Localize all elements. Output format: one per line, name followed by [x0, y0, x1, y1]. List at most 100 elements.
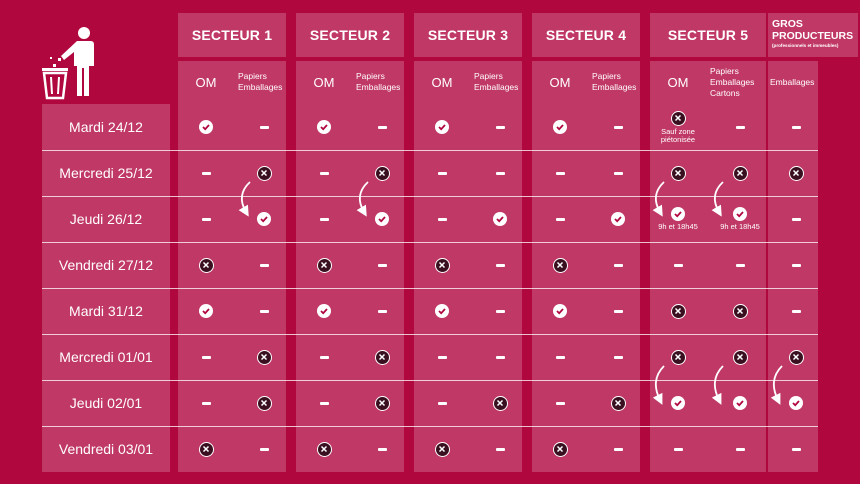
dash-icon — [613, 309, 623, 313]
schedule-cell — [472, 334, 528, 380]
x-circle-icon — [670, 349, 686, 365]
schedule-cell — [296, 104, 352, 150]
column-header-om-8: OM — [667, 74, 689, 90]
schedule-cell — [296, 380, 352, 426]
dash-icon — [673, 263, 683, 267]
schedule-cell — [532, 196, 588, 242]
check-circle-icon — [199, 304, 213, 318]
dash-icon — [437, 217, 447, 221]
schedule-cell — [414, 242, 470, 288]
check-circle-icon — [611, 212, 625, 226]
check-circle-icon — [435, 304, 449, 318]
dash-icon — [437, 401, 447, 405]
arrow-gp-b — [770, 365, 783, 405]
column-header-emballages-10: Emballages — [770, 76, 815, 87]
dash-icon — [791, 309, 801, 313]
schedule-cell — [590, 104, 646, 150]
schedule-cell — [472, 288, 528, 334]
schedule-cell — [354, 150, 410, 196]
schedule-cell — [768, 242, 824, 288]
column-header-om-2: OM — [313, 74, 335, 90]
schedule-cell — [590, 150, 646, 196]
schedule-cell — [590, 334, 646, 380]
schedule-cell — [236, 196, 292, 242]
schedule-cell — [354, 104, 410, 150]
x-circle-icon — [198, 257, 214, 273]
dash-icon — [735, 447, 745, 451]
dash-icon — [495, 125, 505, 129]
schedule-cell — [414, 150, 470, 196]
schedule-cell — [236, 426, 292, 472]
x-circle-icon — [256, 349, 272, 365]
dash-icon — [555, 171, 565, 175]
schedule-cell — [178, 380, 234, 426]
dash-icon — [791, 447, 801, 451]
x-circle-icon — [670, 165, 686, 181]
schedule-cell — [708, 104, 772, 150]
schedule-cell — [768, 380, 824, 426]
dash-icon — [495, 171, 505, 175]
arrow-s1-b — [652, 365, 665, 405]
dash-icon — [201, 171, 211, 175]
arrow-s1 — [238, 181, 251, 217]
dash-icon — [495, 355, 505, 359]
schedule-cell — [354, 196, 410, 242]
schedule-cell — [178, 104, 234, 150]
schedule-cell — [354, 242, 410, 288]
column-header-emballages-7: Papiers Emballages — [592, 71, 637, 92]
check-circle-icon — [435, 120, 449, 134]
dash-icon — [613, 125, 623, 129]
schedule-cell — [768, 196, 824, 242]
x-circle-icon — [732, 303, 748, 319]
check-circle-icon — [733, 207, 747, 221]
dash-icon — [319, 217, 329, 221]
schedule-cell — [414, 380, 470, 426]
dash-icon — [673, 447, 683, 451]
schedule-cell — [472, 104, 528, 150]
schedule-cell — [178, 196, 234, 242]
schedule-cell — [532, 242, 588, 288]
schedule-cell — [414, 426, 470, 472]
x-circle-icon — [256, 395, 272, 411]
day-label: Mardi 24/12 — [69, 119, 143, 135]
arrow-s5-pe — [711, 181, 724, 217]
dash-icon — [259, 263, 269, 267]
schedule-cell — [296, 196, 352, 242]
dash-icon — [495, 309, 505, 313]
cell-note: Sauf zone piétonisée — [660, 126, 696, 144]
arrow-s5-om — [652, 181, 665, 217]
schedule-cell — [532, 150, 588, 196]
check-circle-icon — [733, 396, 747, 410]
x-circle-icon — [434, 257, 450, 273]
schedule-cell — [708, 334, 772, 380]
check-circle-icon — [553, 304, 567, 318]
schedule-cell — [768, 104, 824, 150]
column-header-emballages-1: Papiers Emballages — [238, 71, 283, 92]
schedule-cell — [354, 334, 410, 380]
x-circle-icon — [374, 395, 390, 411]
schedule-cell — [296, 334, 352, 380]
check-circle-icon — [375, 212, 389, 226]
schedule-cell — [414, 104, 470, 150]
dash-icon — [613, 263, 623, 267]
dash-icon — [201, 401, 211, 405]
row-divider — [42, 150, 818, 151]
x-circle-icon — [316, 257, 332, 273]
schedule-cell — [414, 288, 470, 334]
day-label: Jeudi 26/12 — [69, 211, 143, 227]
schedule-cell — [708, 150, 772, 196]
schedule-cell — [178, 334, 234, 380]
schedule-cell — [472, 150, 528, 196]
schedule-cell — [354, 288, 410, 334]
dash-icon — [495, 263, 505, 267]
schedule-cell — [590, 426, 646, 472]
check-circle-icon — [317, 120, 331, 134]
schedule-cell — [472, 242, 528, 288]
column-header-emballages-9: Papiers Emballages Cartons — [710, 65, 755, 98]
x-circle-icon — [788, 165, 804, 181]
column-header-om-6: OM — [549, 74, 571, 90]
dash-icon — [437, 171, 447, 175]
schedule-cell — [590, 196, 646, 242]
dash-icon — [377, 125, 387, 129]
trash-bin-icon — [38, 24, 100, 100]
